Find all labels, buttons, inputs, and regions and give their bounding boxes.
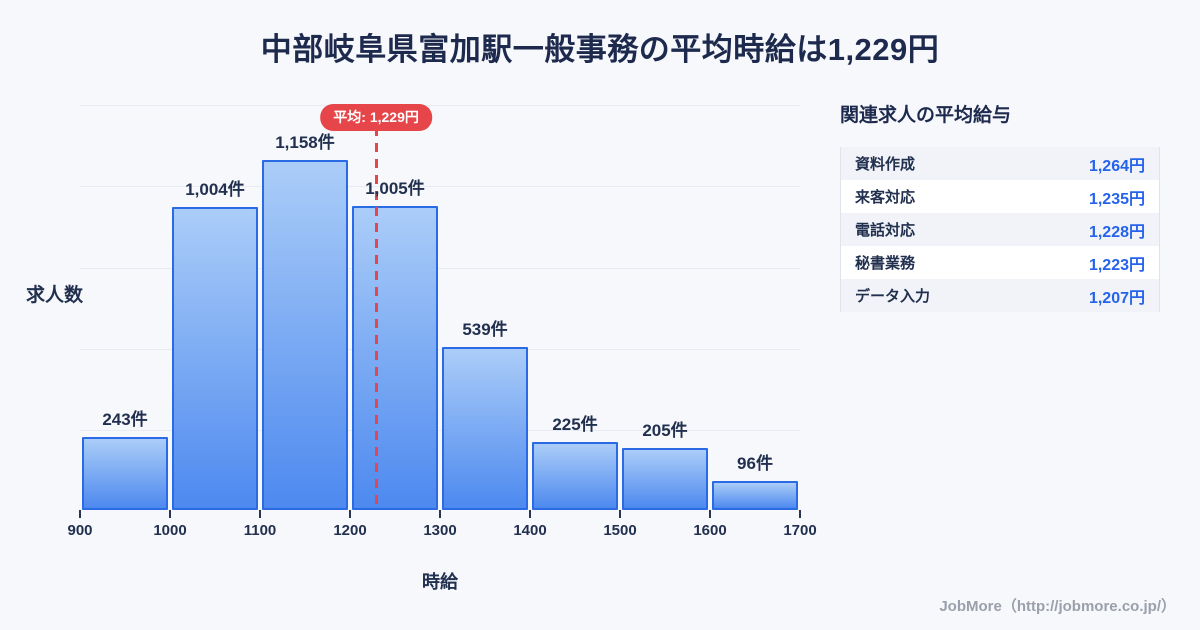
related-job-row: データ入力 1,207円 xyxy=(841,279,1159,312)
related-jobs-title: 関連求人の平均給与 xyxy=(840,105,1012,126)
related-job-row: 資料作成 1,264円 xyxy=(841,147,1159,180)
histogram-bar xyxy=(532,442,618,510)
x-axis-tick-label: 1700 xyxy=(783,522,817,539)
x-axis-tick-label: 1200 xyxy=(333,522,367,539)
page-title: 中部岐阜県富加駅一般事務の平均時給は1,229円 xyxy=(260,32,940,67)
y-axis-label: 求人数 xyxy=(26,285,84,306)
histogram-bar xyxy=(712,481,798,510)
average-line xyxy=(374,127,378,510)
histogram-bar xyxy=(172,207,258,510)
related-jobs-panel: 関連求人の平均給与 資料作成 1,264円来客対応 1,235円電話対応 1,228円… xyxy=(840,100,1160,312)
bar-value-label: 225件 xyxy=(552,415,598,434)
histogram-bar xyxy=(352,206,438,510)
x-axis-tick xyxy=(439,510,441,518)
average-badge: 平均: 1,229円 xyxy=(320,104,432,131)
x-axis-tick xyxy=(619,510,621,518)
bar-value-label: 539件 xyxy=(462,320,508,339)
x-axis-tick-label: 900 xyxy=(67,522,93,539)
bar-value-label: 1,158件 xyxy=(275,133,335,152)
site-credit: JobMore（http://jobmore.co.jp/） xyxy=(939,598,1176,615)
related-job-row: 電話対応 1,228円 xyxy=(841,213,1159,246)
gridline xyxy=(80,349,800,350)
histogram-bar xyxy=(442,347,528,510)
related-job-label: 電話対応 xyxy=(855,222,916,239)
histogram-bar xyxy=(262,160,348,510)
related-job-value: 1,264円 xyxy=(1088,157,1145,175)
x-axis-tick xyxy=(799,510,801,518)
related-job-row: 来客対応 1,235円 xyxy=(841,180,1159,213)
x-axis-tick-label: 1100 xyxy=(243,522,277,539)
related-job-value: 1,207円 xyxy=(1088,289,1145,307)
x-axis-label: 時給 xyxy=(422,572,458,592)
x-axis-tick-label: 1600 xyxy=(693,522,727,539)
related-job-label: 来客対応 xyxy=(855,189,916,206)
related-job-value: 1,223円 xyxy=(1088,256,1145,274)
x-axis-tick-label: 1000 xyxy=(153,522,187,539)
related-job-value: 1,228円 xyxy=(1088,223,1145,241)
x-axis-tick xyxy=(529,510,531,518)
gridline xyxy=(80,105,800,106)
x-axis-tick xyxy=(349,510,351,518)
x-axis-tick-label: 1300 xyxy=(423,522,457,539)
histogram-bar xyxy=(622,448,708,510)
bar-value-label: 205件 xyxy=(642,421,688,440)
x-axis-tick-label: 1400 xyxy=(513,522,547,539)
related-jobs-list: 資料作成 1,264円来客対応 1,235円電話対応 1,228円秘書業務 1,223円… xyxy=(840,147,1160,312)
related-job-label: データ入力 xyxy=(855,288,931,305)
x-axis-tick xyxy=(169,510,171,518)
histogram-bar xyxy=(82,437,168,510)
x-axis-tick xyxy=(709,510,711,518)
bar-value-label: 96件 xyxy=(737,454,773,473)
related-job-label: 秘書業務 xyxy=(855,255,916,272)
gridline xyxy=(80,268,800,269)
gridline xyxy=(80,186,800,187)
related-job-value: 1,235円 xyxy=(1088,190,1145,208)
x-axis-tick-label: 1500 xyxy=(603,522,637,539)
x-axis-tick xyxy=(259,510,261,518)
x-axis-tick xyxy=(79,510,81,518)
gridline xyxy=(80,430,800,431)
related-job-label: 資料作成 xyxy=(855,156,916,173)
bar-value-label: 1,004件 xyxy=(185,180,245,199)
bar-value-label: 243件 xyxy=(102,410,148,429)
histogram-chart: 平均: 1,229円 243件 1,004件 1,158件 1,005件 539件 225… xyxy=(67,98,817,539)
bar-value-label: 1,005件 xyxy=(365,179,425,198)
related-job-row: 秘書業務 1,223円 xyxy=(841,246,1159,279)
